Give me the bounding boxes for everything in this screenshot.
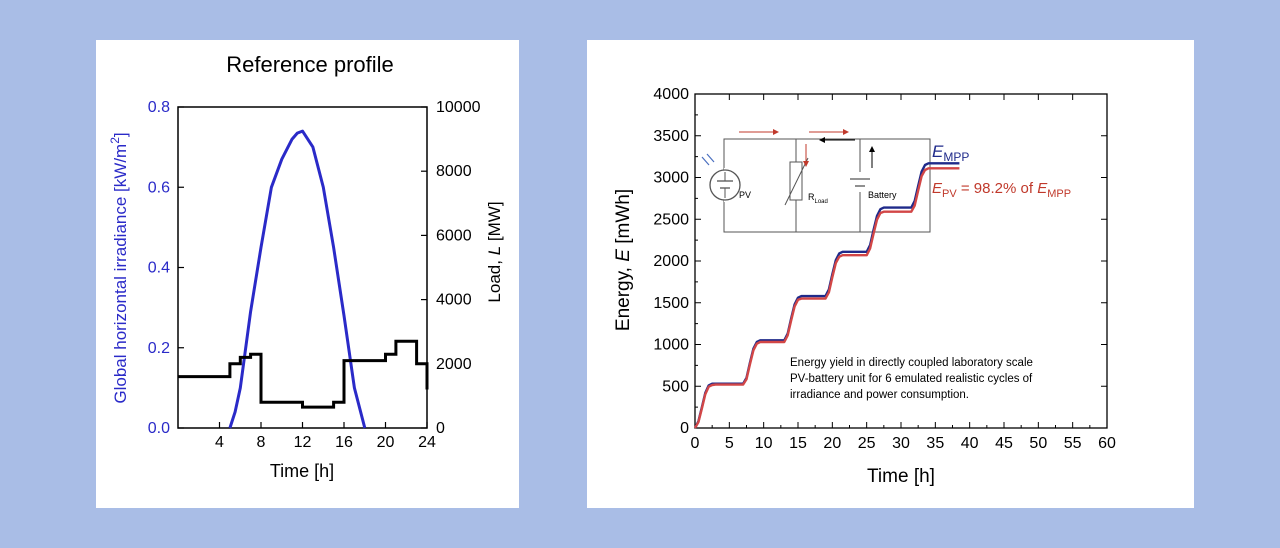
x-tick-label: 40 bbox=[961, 435, 979, 452]
x-tick-label: 0 bbox=[691, 435, 700, 452]
reference-profile-chart: Reference profile 4 8 12 16 20 24 0.0 0.2 0.4 0.6… bbox=[108, 52, 504, 481]
y-tick-label: 0 bbox=[680, 420, 689, 437]
e-pv-label: EPV = 98.2% of EMPP bbox=[932, 180, 1071, 200]
circuit-diagram: PV RLoad Battery bbox=[701, 129, 931, 233]
x-tick-label: 55 bbox=[1064, 435, 1082, 452]
y-tick-label: 2500 bbox=[653, 211, 689, 228]
x-tick-label: 30 bbox=[892, 435, 910, 452]
y-tick-label: 0.0 bbox=[148, 420, 170, 437]
note-line-1: Energy yield in directly coupled laborat… bbox=[790, 357, 1033, 369]
irradiance-line bbox=[228, 129, 367, 429]
x-tick-label: 15 bbox=[789, 435, 807, 452]
x-tick-label: 24 bbox=[418, 434, 436, 451]
y2-tick-label: 2000 bbox=[436, 356, 472, 373]
x-tick-label: 35 bbox=[926, 435, 944, 452]
y-tick-label: 3000 bbox=[653, 170, 689, 187]
y2-tick-label: 8000 bbox=[436, 163, 472, 180]
x-tick-label: 10 bbox=[755, 435, 773, 452]
x-axis-label: Time [h] bbox=[867, 466, 935, 487]
y-tick-label: 0.6 bbox=[148, 179, 170, 196]
energy-yield-panel: 0 5 10 15 20 25 30 35 40 45 50 55 60 0 500 1000 1500 2000… bbox=[587, 40, 1194, 508]
x-tick-label: 20 bbox=[377, 434, 395, 451]
y-tick-label: 4000 bbox=[653, 86, 689, 103]
y-tick-label: 1000 bbox=[653, 337, 689, 354]
load-step-line bbox=[178, 339, 429, 409]
y-axis-label: Energy, E [mWh] bbox=[613, 189, 634, 331]
x-tick-label: 12 bbox=[294, 434, 312, 451]
y-tick-label: 3500 bbox=[653, 128, 689, 145]
note-line-3: irradiance and power consumption. bbox=[790, 389, 969, 401]
x-tick-label: 50 bbox=[1029, 435, 1047, 452]
pv-label: PV bbox=[739, 190, 751, 200]
current-arrows bbox=[739, 129, 875, 168]
circuit-frame bbox=[723, 138, 931, 233]
y-axis-label: Global horizontal irradiance [kW/m2] bbox=[108, 132, 130, 403]
y-tick-label: 0.4 bbox=[148, 260, 170, 277]
x-tick-label: 45 bbox=[995, 435, 1013, 452]
energy-yield-chart: 0 5 10 15 20 25 30 35 40 45 50 55 60 0 500 1000 1500 2000… bbox=[613, 86, 1116, 487]
y2-tick-label: 6000 bbox=[436, 227, 472, 244]
y2-tick-label: 0 bbox=[436, 420, 445, 437]
load-resistor-icon bbox=[789, 161, 803, 201]
x-axis-label: Time [h] bbox=[270, 461, 334, 481]
pv-source-icon bbox=[709, 169, 741, 201]
chart-title: Reference profile bbox=[226, 52, 394, 77]
e-mpp-label: EMPP bbox=[932, 142, 969, 164]
x-tick-label: 4 bbox=[215, 434, 224, 451]
y-tick-label: 0.8 bbox=[148, 99, 170, 116]
x-tick-label: 8 bbox=[257, 434, 266, 451]
y2-tick-label: 4000 bbox=[436, 292, 472, 309]
note-line-2: PV-battery unit for 6 emulated realistic… bbox=[790, 373, 1033, 385]
rload-label: RLoad bbox=[808, 192, 828, 205]
y-tick-label: 1500 bbox=[653, 295, 689, 312]
plot-frame bbox=[177, 106, 428, 429]
x-tick-label: 25 bbox=[858, 435, 876, 452]
x-tick-label: 5 bbox=[725, 435, 734, 452]
y-tick-label: 0.2 bbox=[148, 340, 170, 357]
y2-axis-label: Load, L [MW] bbox=[485, 201, 504, 302]
x-tick-label: 16 bbox=[335, 434, 353, 451]
y-tick-label: 2000 bbox=[653, 253, 689, 270]
reference-profile-panel: Reference profile 4 8 12 16 20 24 0.0 0.2 0.4 0.6… bbox=[96, 40, 519, 508]
annotation-note: Energy yield in directly coupled laborat… bbox=[790, 357, 1033, 401]
y-tick-label: 500 bbox=[662, 378, 689, 395]
y2-tick-label: 10000 bbox=[436, 99, 481, 116]
battery-label: Battery bbox=[868, 190, 897, 200]
x-tick-label: 20 bbox=[823, 435, 841, 452]
light-rays-icon bbox=[701, 153, 715, 166]
energy-pv-line bbox=[693, 167, 960, 429]
x-tick-label: 60 bbox=[1098, 435, 1116, 452]
